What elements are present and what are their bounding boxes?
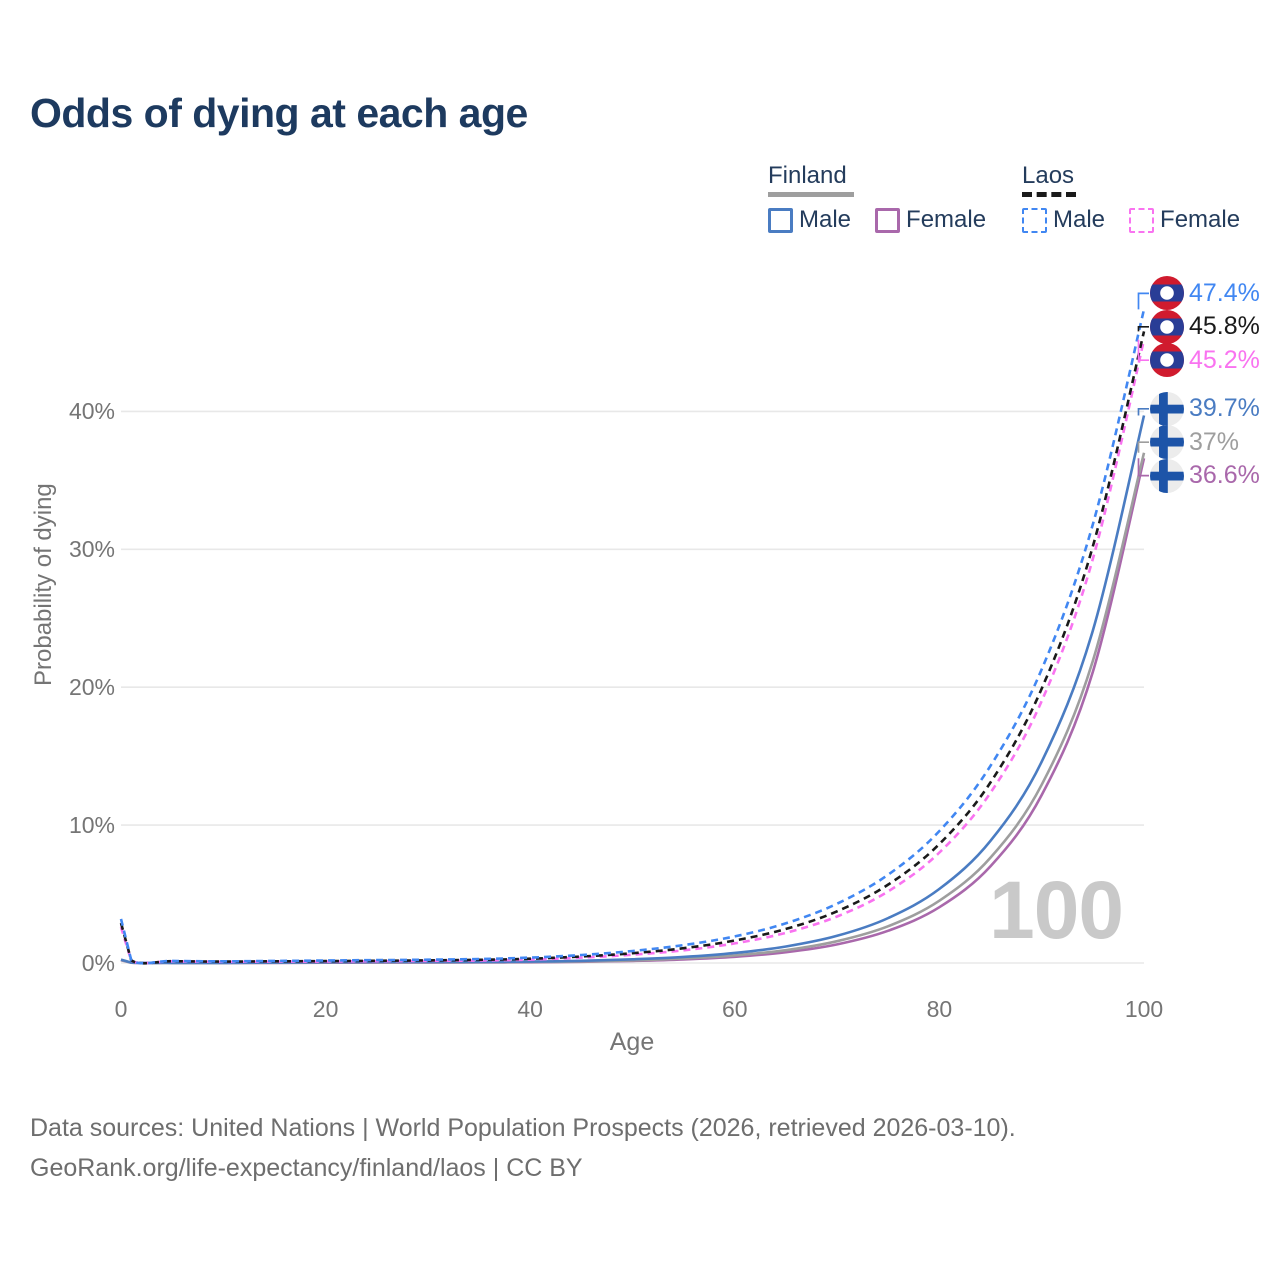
end-label-connector xyxy=(1137,292,1149,310)
x-axis-title: Age xyxy=(609,1028,655,1056)
end-label-laos-female: 45.2% xyxy=(1150,343,1260,377)
end-label-connector xyxy=(1137,325,1149,332)
end-label-value: 36.6% xyxy=(1189,461,1260,490)
legend-finland-label[interactable]: Finland xyxy=(768,162,847,189)
end-label-laos-male: 47.4% xyxy=(1150,276,1260,310)
legend-laos-female-checkbox[interactable] xyxy=(1129,207,1155,233)
legend-laos-label[interactable]: Laos xyxy=(1022,162,1075,189)
x-tick-label: 0 xyxy=(114,996,128,1022)
x-tick-label: 20 xyxy=(312,996,339,1022)
x-tick-label: 60 xyxy=(722,996,748,1022)
finland-flag-icon xyxy=(1150,459,1184,493)
footer: Data sources: United Nations | World Pop… xyxy=(30,1108,1016,1188)
legend-group-laos: Laos Male Female xyxy=(1022,162,1264,233)
legend-finland-male-checkbox[interactable] xyxy=(768,207,793,233)
y-tick-label: 30% xyxy=(68,536,115,563)
end-label-value: 45.8% xyxy=(1189,312,1260,341)
x-tick-label: 40 xyxy=(517,996,543,1022)
legend-group-finland: Finland Male Female xyxy=(768,162,1010,233)
end-label-connector xyxy=(1137,458,1149,477)
y-tick-label: 0% xyxy=(81,950,115,976)
laos-flag-icon xyxy=(1150,343,1184,377)
y-tick-label: 20% xyxy=(68,674,115,701)
finland-line-style-swatch xyxy=(768,192,854,197)
x-tick-label: 80 xyxy=(926,996,953,1022)
end-label-value: 37% xyxy=(1189,427,1240,456)
finland-flag-icon xyxy=(1150,392,1184,426)
end-label-finland-female: 36.6% xyxy=(1150,459,1260,493)
attribution-line: GeoRank.org/life-expectancy/finland/laos… xyxy=(30,1154,583,1182)
end-label-connector xyxy=(1137,441,1149,453)
end-label-value: 39.7% xyxy=(1189,394,1260,423)
y-axis-title: Probability of dying xyxy=(30,483,57,687)
laos-flag-icon xyxy=(1150,276,1184,310)
end-label-connector xyxy=(1137,407,1149,416)
x-tick-label: 100 xyxy=(1124,996,1164,1022)
y-tick-label: 40% xyxy=(68,398,115,425)
end-label-value: 45.2% xyxy=(1189,345,1260,374)
end-label-value: 47.4% xyxy=(1189,278,1260,307)
end-label-connector xyxy=(1137,339,1149,362)
legend-laos-female-label[interactable]: Female xyxy=(1160,206,1241,233)
laos-flag-icon xyxy=(1150,310,1184,344)
end-label-finland-both: 37% xyxy=(1150,425,1239,459)
legend-laos-male-checkbox[interactable] xyxy=(1022,207,1047,233)
legend-finland-male-label[interactable]: Male xyxy=(799,206,852,233)
data-sources-line: Data sources: United Nations | World Pop… xyxy=(30,1114,1016,1142)
laos-line-style-swatch xyxy=(1022,192,1076,197)
age-indicator-watermark: 100 xyxy=(989,865,1124,956)
page-title: Odds of dying at each age xyxy=(30,90,528,136)
finland-flag-icon xyxy=(1150,425,1184,459)
legend-finland-female-label[interactable]: Female xyxy=(906,206,987,233)
legend-laos-male-label[interactable]: Male xyxy=(1053,206,1106,233)
legend-finland-female-checkbox[interactable] xyxy=(875,207,901,233)
end-label-finland-male: 39.7% xyxy=(1150,392,1260,426)
end-label-laos-both: 45.8% xyxy=(1150,310,1260,344)
y-tick-label: 10% xyxy=(68,812,115,839)
